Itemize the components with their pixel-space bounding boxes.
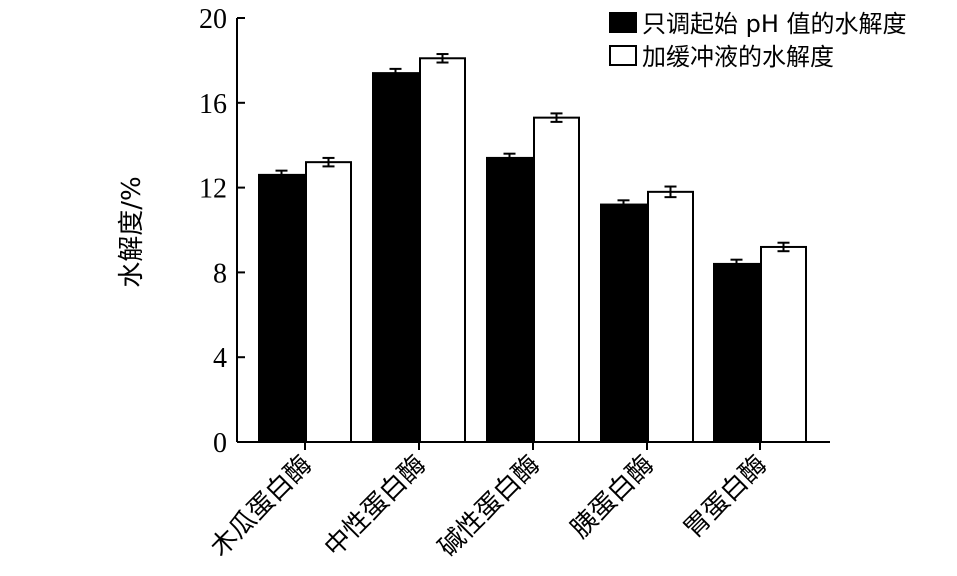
category-label: 胃蛋白酶: [678, 450, 773, 545]
y-tick-label: 20: [199, 4, 227, 35]
legend: 只调起始 pH 值的水解度 加缓冲液的水解度: [609, 10, 907, 71]
y-tick-label: 8: [213, 258, 227, 289]
y-tick-label: 12: [199, 174, 227, 205]
bar-series1: [486, 156, 533, 443]
legend-swatch-series-1: [609, 12, 637, 33]
category-label: 碱性蛋白酶: [433, 450, 546, 563]
bar-series2: [305, 161, 352, 443]
category-label: 木瓜蛋白酶: [205, 450, 318, 563]
y-tick-label: 0: [213, 428, 227, 459]
category-label: 中性蛋白酶: [319, 450, 432, 563]
y-tick-label: 16: [199, 89, 227, 120]
legend-label-series-1: 只调起始 pH 值的水解度: [642, 10, 907, 38]
x-axis-categories: 木瓜蛋白酶 中性蛋白酶 碱性蛋白酶 胰蛋白酶 胃蛋白酶: [205, 442, 773, 563]
bar-series2: [419, 57, 466, 443]
bar-series2: [647, 190, 694, 443]
bar-series2: [760, 245, 807, 443]
y-axis-ticks: 0 4 8 12 16 20: [199, 4, 245, 459]
bar-series1: [372, 72, 419, 444]
bar-series1: [713, 262, 760, 444]
bar-series1: [600, 203, 647, 443]
bar-series2: [533, 116, 580, 443]
plot-area: [236, 18, 830, 444]
y-tick-label: 4: [213, 343, 227, 374]
legend-swatch-series-2: [609, 45, 637, 66]
legend-label-series-2: 加缓冲液的水解度: [642, 43, 834, 71]
category-label: 胰蛋白酶: [565, 450, 660, 545]
y-axis-label: 水解度/%: [117, 176, 147, 287]
bar-series1: [258, 173, 305, 443]
